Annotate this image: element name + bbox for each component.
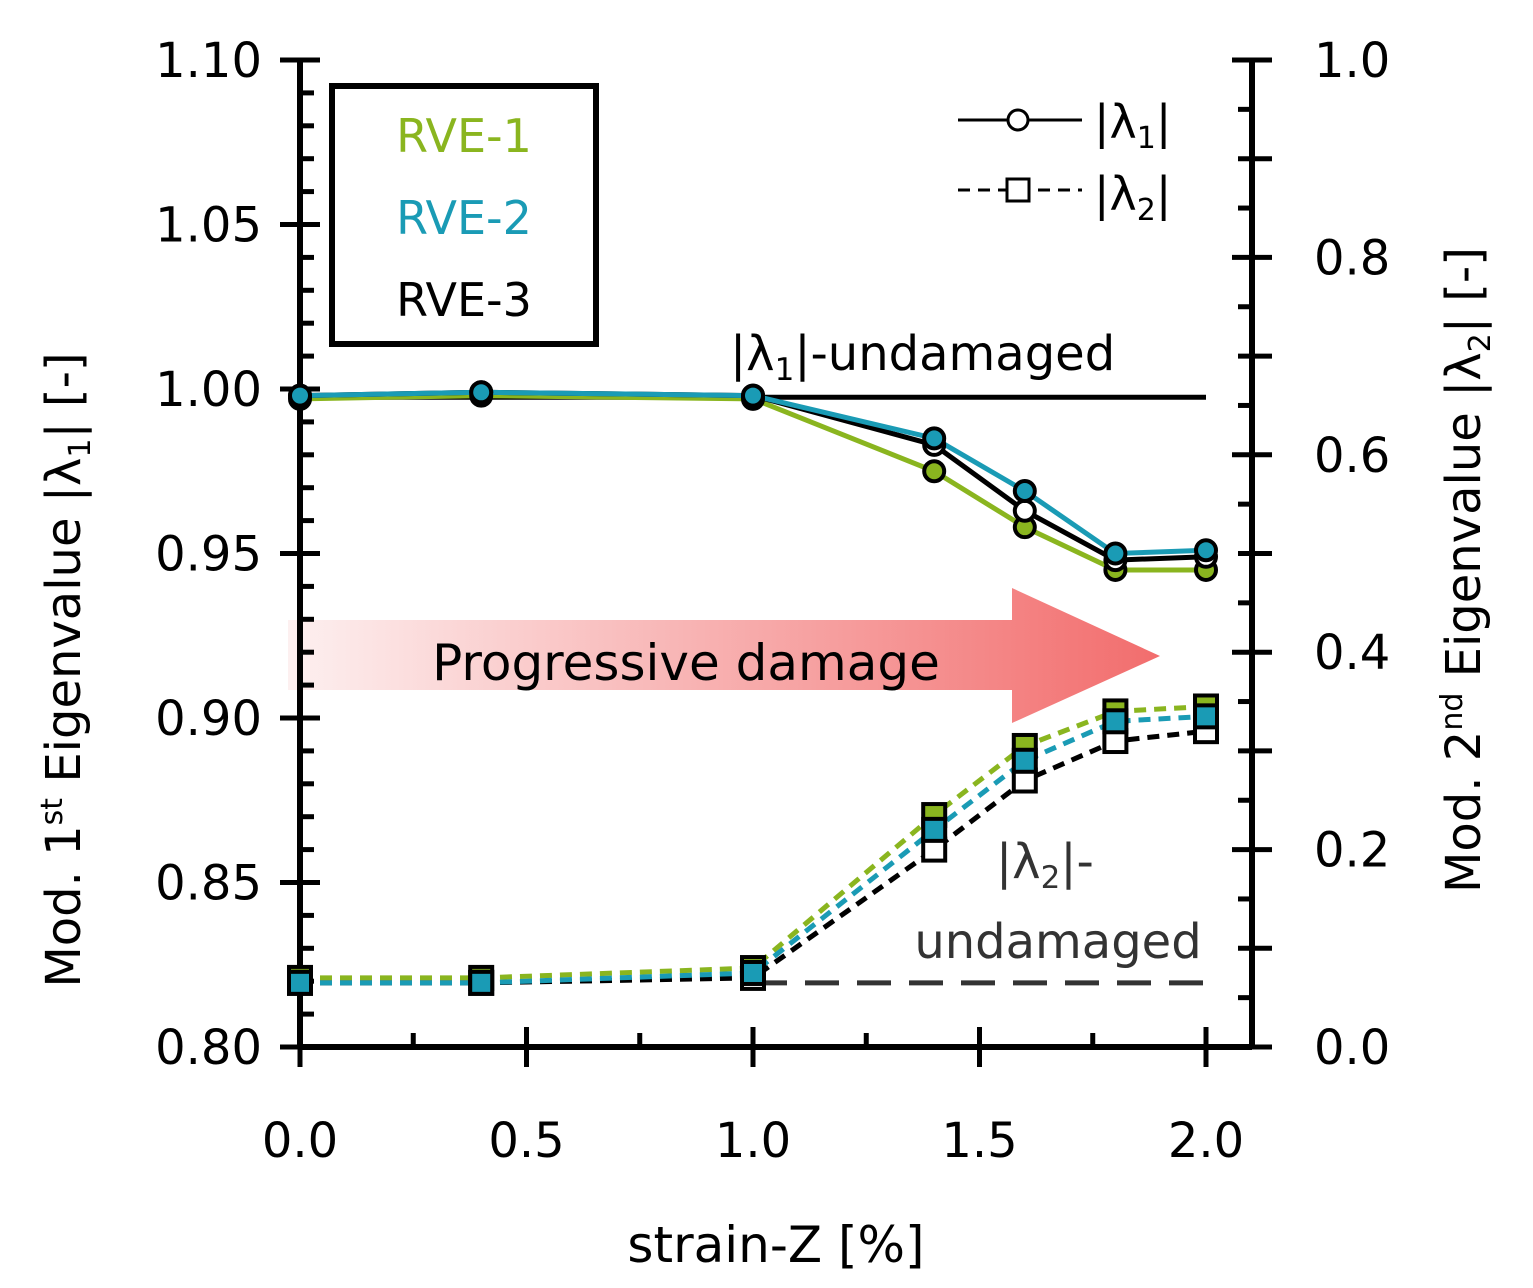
right-tick-label: 1.0 — [1314, 33, 1390, 89]
right-tick-label: 0.2 — [1314, 823, 1390, 879]
lambda2-undamaged-label: |λ2|- — [996, 834, 1094, 896]
right-tick-label: 0.4 — [1314, 625, 1390, 681]
right-axis-title: Mod. 2nd Eigenvalue |λ2| [-] — [1435, 247, 1498, 893]
left-tick-label: 0.80 — [155, 1020, 262, 1076]
x-tick-label: 0.5 — [488, 1113, 564, 1169]
legend-lambda2: |λ2| — [1094, 167, 1171, 228]
left-tick-label: 1.05 — [155, 198, 262, 254]
data-point-square — [921, 816, 948, 843]
left-tick-label: 0.90 — [155, 691, 262, 747]
legend-rve-2: RVE-2 — [396, 191, 532, 245]
data-point-circle — [1194, 538, 1218, 563]
series-layer — [287, 380, 1219, 996]
data-point-square — [1102, 708, 1129, 735]
data-point-square — [287, 969, 313, 996]
progressive-damage-arrow — [288, 588, 1160, 723]
left-tick-label: 1.10 — [155, 33, 262, 89]
left-tick-label: 0.95 — [155, 527, 262, 583]
progressive-damage-label: Progressive damage — [432, 634, 940, 692]
right-tick-label: 0.6 — [1314, 428, 1390, 484]
left-tick-label: 1.00 — [155, 362, 262, 418]
data-point-square — [468, 969, 495, 996]
right-tick-label: 0.8 — [1314, 230, 1390, 286]
data-point-square — [1011, 747, 1038, 774]
rve-legend: RVE-1 RVE-2 RVE-3 — [329, 83, 599, 347]
lambda1-undamaged-label: |λ1|-undamaged — [730, 326, 1115, 388]
right-tick-label: 0.0 — [1314, 1020, 1390, 1076]
x-tick-label: 1.0 — [715, 1113, 791, 1169]
series-line-rve-2-lambda1 — [299, 389, 1207, 557]
data-point-circle — [1012, 478, 1037, 503]
data-point-circle — [922, 459, 947, 484]
x-tick-label: 0.0 — [262, 1113, 338, 1169]
data-point-circle — [922, 426, 947, 451]
legend-circle-marker — [1006, 108, 1030, 132]
rve-legend-box — [329, 83, 599, 347]
data-point-circle — [741, 383, 765, 408]
series-line-rve-3-lambda1 — [299, 389, 1207, 563]
legend-square-marker — [1005, 177, 1031, 203]
data-point-circle — [288, 383, 312, 408]
data-point-square — [740, 959, 766, 986]
left-axis-title: Mod. 1st Eigenvalue |λ1| [-] — [35, 352, 98, 987]
axes: 0.80 0.85 0.90 0.95 1.00 1.05 1.10 0.0 0.2 0.4 0.6… — [155, 33, 1390, 1169]
x-axis-title: strain-Z [%] — [627, 1216, 924, 1274]
x-tick-label: 2.0 — [1168, 1113, 1244, 1169]
series-line-rve-1-lambda1 — [299, 393, 1206, 573]
data-point-square — [1193, 703, 1219, 730]
legend-rve-3: RVE-3 — [396, 273, 532, 327]
left-tick-label: 0.85 — [155, 856, 262, 912]
data-point-circle — [1103, 541, 1128, 566]
x-tick-label: 1.5 — [941, 1113, 1017, 1169]
data-point-circle — [1012, 498, 1037, 523]
legend-lambda1: |λ1| — [1094, 95, 1171, 156]
data-point-circle — [469, 380, 494, 405]
legend-rve-1: RVE-1 — [396, 109, 532, 163]
lambda2-undamaged-label-line2: undamaged — [914, 914, 1201, 970]
marker-legend: |λ1| |λ2| — [958, 95, 1171, 228]
